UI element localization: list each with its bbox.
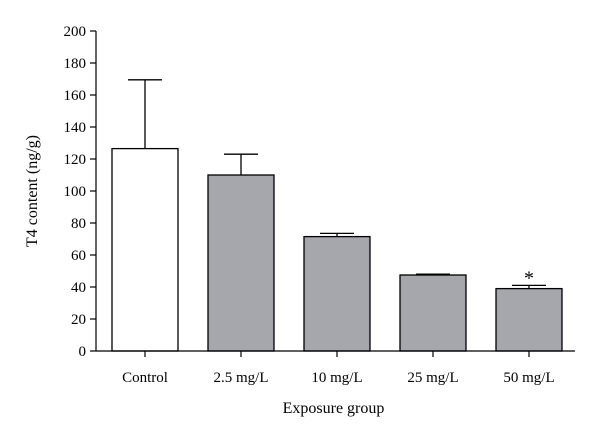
- x-tick-label: 25 mg/L: [407, 370, 458, 386]
- y-tick-label: 120: [64, 152, 87, 168]
- bar-2: [207, 174, 275, 352]
- y-axis-title: T4 content (ng/g): [24, 135, 41, 247]
- y-tick-label: 160: [64, 88, 87, 104]
- x-axis: Control 2.5 mg/L 10 mg/L 25 mg/L 50 mg/L: [96, 350, 575, 386]
- y-tick-label: 180: [64, 56, 87, 72]
- bar-5: [495, 287, 563, 352]
- bar-3: [303, 235, 371, 352]
- y-tick-label: 20: [71, 312, 86, 328]
- x-tick-label: Control: [122, 370, 168, 386]
- y-tick-label: 200: [64, 24, 87, 40]
- x-tick-label: 50 mg/L: [503, 370, 554, 386]
- x-tick-label: 10 mg/L: [311, 370, 362, 386]
- y-tick-label: 140: [64, 120, 87, 136]
- y-tick-label: 40: [71, 280, 86, 296]
- y-tick-label: 60: [71, 248, 86, 264]
- y-tick-label: 80: [71, 216, 86, 232]
- x-axis-title: Exposure group: [283, 400, 385, 417]
- y-tick-label: 100: [64, 184, 87, 200]
- x-tick-label: 2.5 mg/L: [214, 370, 269, 386]
- bar-4: [399, 274, 467, 352]
- bar-1: [111, 147, 179, 352]
- y-axis: 0 20 40 60 80 100 120 140 160 180 200: [64, 24, 97, 360]
- bars: *: [111, 79, 563, 352]
- significance-marker: *: [524, 267, 534, 289]
- y-tick-label: 0: [79, 344, 87, 360]
